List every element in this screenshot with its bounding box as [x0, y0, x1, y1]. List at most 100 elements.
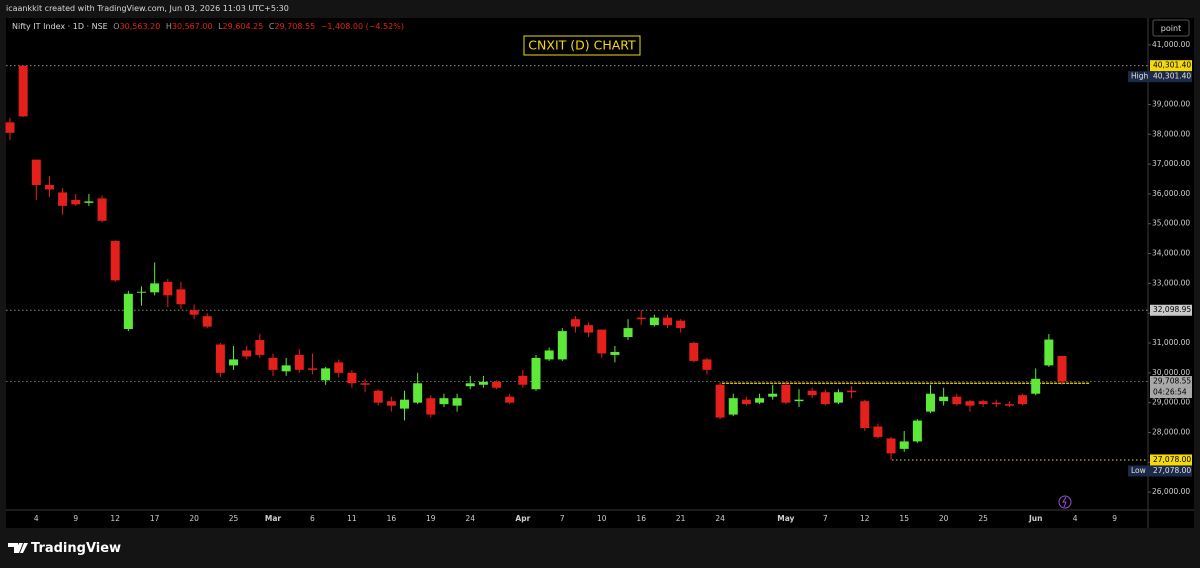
candle-body — [97, 198, 107, 221]
candle-body — [702, 359, 712, 370]
point-button[interactable]: point — [1161, 24, 1181, 33]
candle-body — [518, 375, 528, 385]
candle-body — [307, 368, 317, 370]
candle-body — [636, 317, 646, 320]
candle-body — [623, 328, 633, 338]
candle-body — [294, 354, 304, 370]
legend-change: −1,408.00 (−4.52%) — [320, 22, 404, 31]
candle-body — [137, 291, 146, 293]
candle-body — [597, 329, 607, 354]
chart-background — [6, 18, 1194, 528]
candle-body — [610, 351, 620, 355]
branding: TradingView — [31, 541, 121, 556]
candle-body — [465, 383, 475, 387]
candle-body — [557, 331, 567, 360]
x-tick-label: 11 — [347, 514, 357, 523]
candle-body — [1044, 339, 1054, 366]
extreme-tag-name: High — [1131, 72, 1148, 81]
candle-body — [1057, 356, 1067, 382]
candle-body — [807, 390, 817, 396]
x-tick-label: 10 — [597, 514, 607, 523]
x-tick-label: 15 — [899, 514, 909, 523]
candle-body — [912, 420, 922, 442]
extreme-tag — [1128, 71, 1192, 83]
candle-body — [123, 293, 133, 330]
candle-body — [570, 319, 580, 327]
legend: Nifty IT Index · 1D · NSE O30,563.20 H30… — [12, 22, 407, 31]
candle-body — [768, 393, 778, 397]
legend-value: 30,567.00 — [171, 22, 213, 31]
x-tick-label: 12 — [860, 514, 870, 523]
candle-body — [71, 199, 81, 205]
y-tick-label: 39,000.00 — [1152, 99, 1190, 108]
candle-body — [268, 357, 278, 370]
legend-key: H — [165, 22, 172, 31]
candle-body — [715, 384, 725, 418]
legend-key: L — [218, 22, 223, 31]
candle-body — [965, 401, 975, 406]
candle-body — [439, 398, 449, 405]
x-tick-label: 19 — [426, 514, 436, 523]
y-tick-label: 37,000.00 — [1152, 159, 1190, 168]
candle-body — [189, 310, 199, 315]
y-tick-label: 26,000.00 — [1152, 487, 1190, 496]
candle-body — [649, 317, 659, 326]
alert-icon[interactable] — [1058, 495, 1072, 509]
candle-body — [202, 316, 212, 327]
candle-body — [163, 281, 173, 296]
logo — [8, 543, 28, 553]
candle-body — [242, 350, 252, 357]
candle-body — [978, 401, 988, 405]
y-tick-label: 36,000.00 — [1152, 189, 1190, 198]
candle-body — [478, 381, 488, 385]
candle-body — [531, 357, 541, 390]
candle-body — [150, 283, 160, 293]
candle-body — [360, 383, 370, 385]
x-tick-label: May — [777, 514, 794, 523]
price-tag — [1150, 454, 1192, 466]
legend-value: 30,563.20 — [119, 22, 161, 31]
candle-body — [44, 184, 54, 190]
y-tick-label: 31,000.00 — [1152, 338, 1190, 347]
extreme-tag — [1128, 465, 1192, 477]
title-box — [523, 35, 641, 56]
button-frame[interactable] — [1152, 19, 1190, 37]
legend-value: 29,708.55 — [274, 22, 316, 31]
candle-body — [5, 122, 15, 133]
price-tag — [1150, 387, 1192, 399]
candle-body — [860, 401, 870, 428]
extreme-tag-name: Low — [1131, 466, 1146, 475]
candle-body — [334, 362, 344, 373]
candle-body — [84, 201, 94, 203]
x-tick-label: 20 — [189, 514, 199, 523]
y-tick-label: 41,000.00 — [1152, 40, 1190, 49]
candle-body — [952, 396, 962, 405]
candle-body — [58, 192, 68, 206]
y-tick-label: 34,000.00 — [1152, 249, 1190, 258]
candle-body — [847, 390, 857, 393]
candle-body — [676, 320, 686, 329]
extreme-tag-label: 27,078.00 — [1153, 466, 1191, 475]
x-tick-label: 9 — [73, 514, 78, 523]
x-tick-label: 24 — [715, 514, 725, 523]
candle-body — [899, 441, 909, 449]
x-tick-label: 20 — [939, 514, 949, 523]
chart-title: CNXIT (D) CHART — [528, 38, 636, 53]
candle-body — [1031, 378, 1041, 394]
price-label: 40,301.40 — [1153, 61, 1191, 70]
candle-body — [426, 398, 436, 415]
candle-body — [110, 241, 120, 281]
countdown: 04:26:54 — [1153, 388, 1187, 397]
candle-body — [728, 398, 738, 415]
y-tick-label: 30,000.00 — [1152, 368, 1190, 377]
candle-body — [386, 401, 396, 406]
candle-body — [886, 438, 896, 454]
candle-body — [281, 365, 291, 372]
price-label: 27,078.00 — [1153, 455, 1191, 464]
x-tick-label: 16 — [636, 514, 646, 523]
price-label: 32,098.95 — [1153, 305, 1191, 314]
extreme-tag-label: 40,301.40 — [1153, 72, 1191, 81]
candle-body — [321, 368, 331, 381]
candle-body — [492, 381, 502, 388]
